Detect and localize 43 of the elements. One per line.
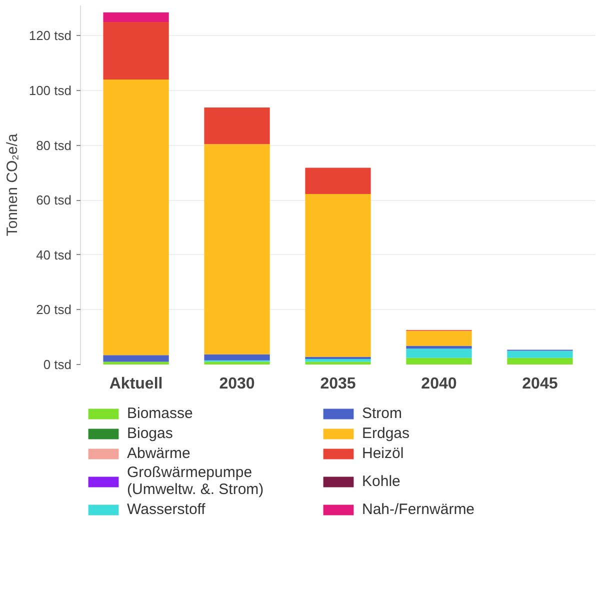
legend-label: Erdgas xyxy=(362,424,411,442)
bar xyxy=(103,12,169,22)
bar xyxy=(103,355,169,362)
bar xyxy=(103,79,169,356)
y-tick-label: 20 tsd xyxy=(36,302,72,318)
x-tick-label: Aktuell xyxy=(109,376,163,392)
x-tick-label: 2030 xyxy=(219,376,255,392)
legend-label: Großwärmepumpe (Umweltw. &. Strom) xyxy=(127,464,265,498)
legend-label: Biomasse xyxy=(127,404,194,422)
bar xyxy=(305,194,371,357)
bar xyxy=(305,359,371,362)
bar xyxy=(406,346,472,349)
legend-label: Nah-/Fernwärme xyxy=(362,500,476,518)
legend-label: Wasserstoff xyxy=(127,500,206,518)
bar xyxy=(305,168,371,194)
bar xyxy=(406,348,472,358)
bar xyxy=(305,362,371,364)
x-tick-label: 2040 xyxy=(421,376,457,392)
x-tick-label: 2045 xyxy=(522,376,558,392)
y-tick-label: 120 tsd xyxy=(28,28,72,44)
legend-label: Kohle xyxy=(362,472,402,490)
bar xyxy=(406,358,472,364)
y-axis-title: Tonnen CO₂e/a xyxy=(4,133,21,236)
bar xyxy=(103,22,169,80)
bar xyxy=(204,107,270,144)
bar xyxy=(507,358,573,364)
legend-label: Abwärme xyxy=(127,444,192,462)
bar xyxy=(103,362,169,364)
bar xyxy=(305,356,371,360)
y-tick-label: 80 tsd xyxy=(36,138,72,153)
y-tick-label: 60 tsd xyxy=(36,192,72,208)
bar xyxy=(507,350,573,358)
x-tick-label: 2035 xyxy=(320,376,356,392)
bar xyxy=(204,362,270,364)
bar xyxy=(204,144,270,354)
bar xyxy=(204,354,270,360)
legend-label: Strom xyxy=(362,404,404,422)
y-tick-label: 0 tsd xyxy=(43,357,72,372)
y-tick-label: 40 tsd xyxy=(36,247,72,262)
legend-label: Biogas xyxy=(127,424,174,442)
legend-label: Heizöl xyxy=(362,444,405,462)
bar xyxy=(406,330,472,346)
y-tick-label: 100 tsd xyxy=(28,82,72,98)
